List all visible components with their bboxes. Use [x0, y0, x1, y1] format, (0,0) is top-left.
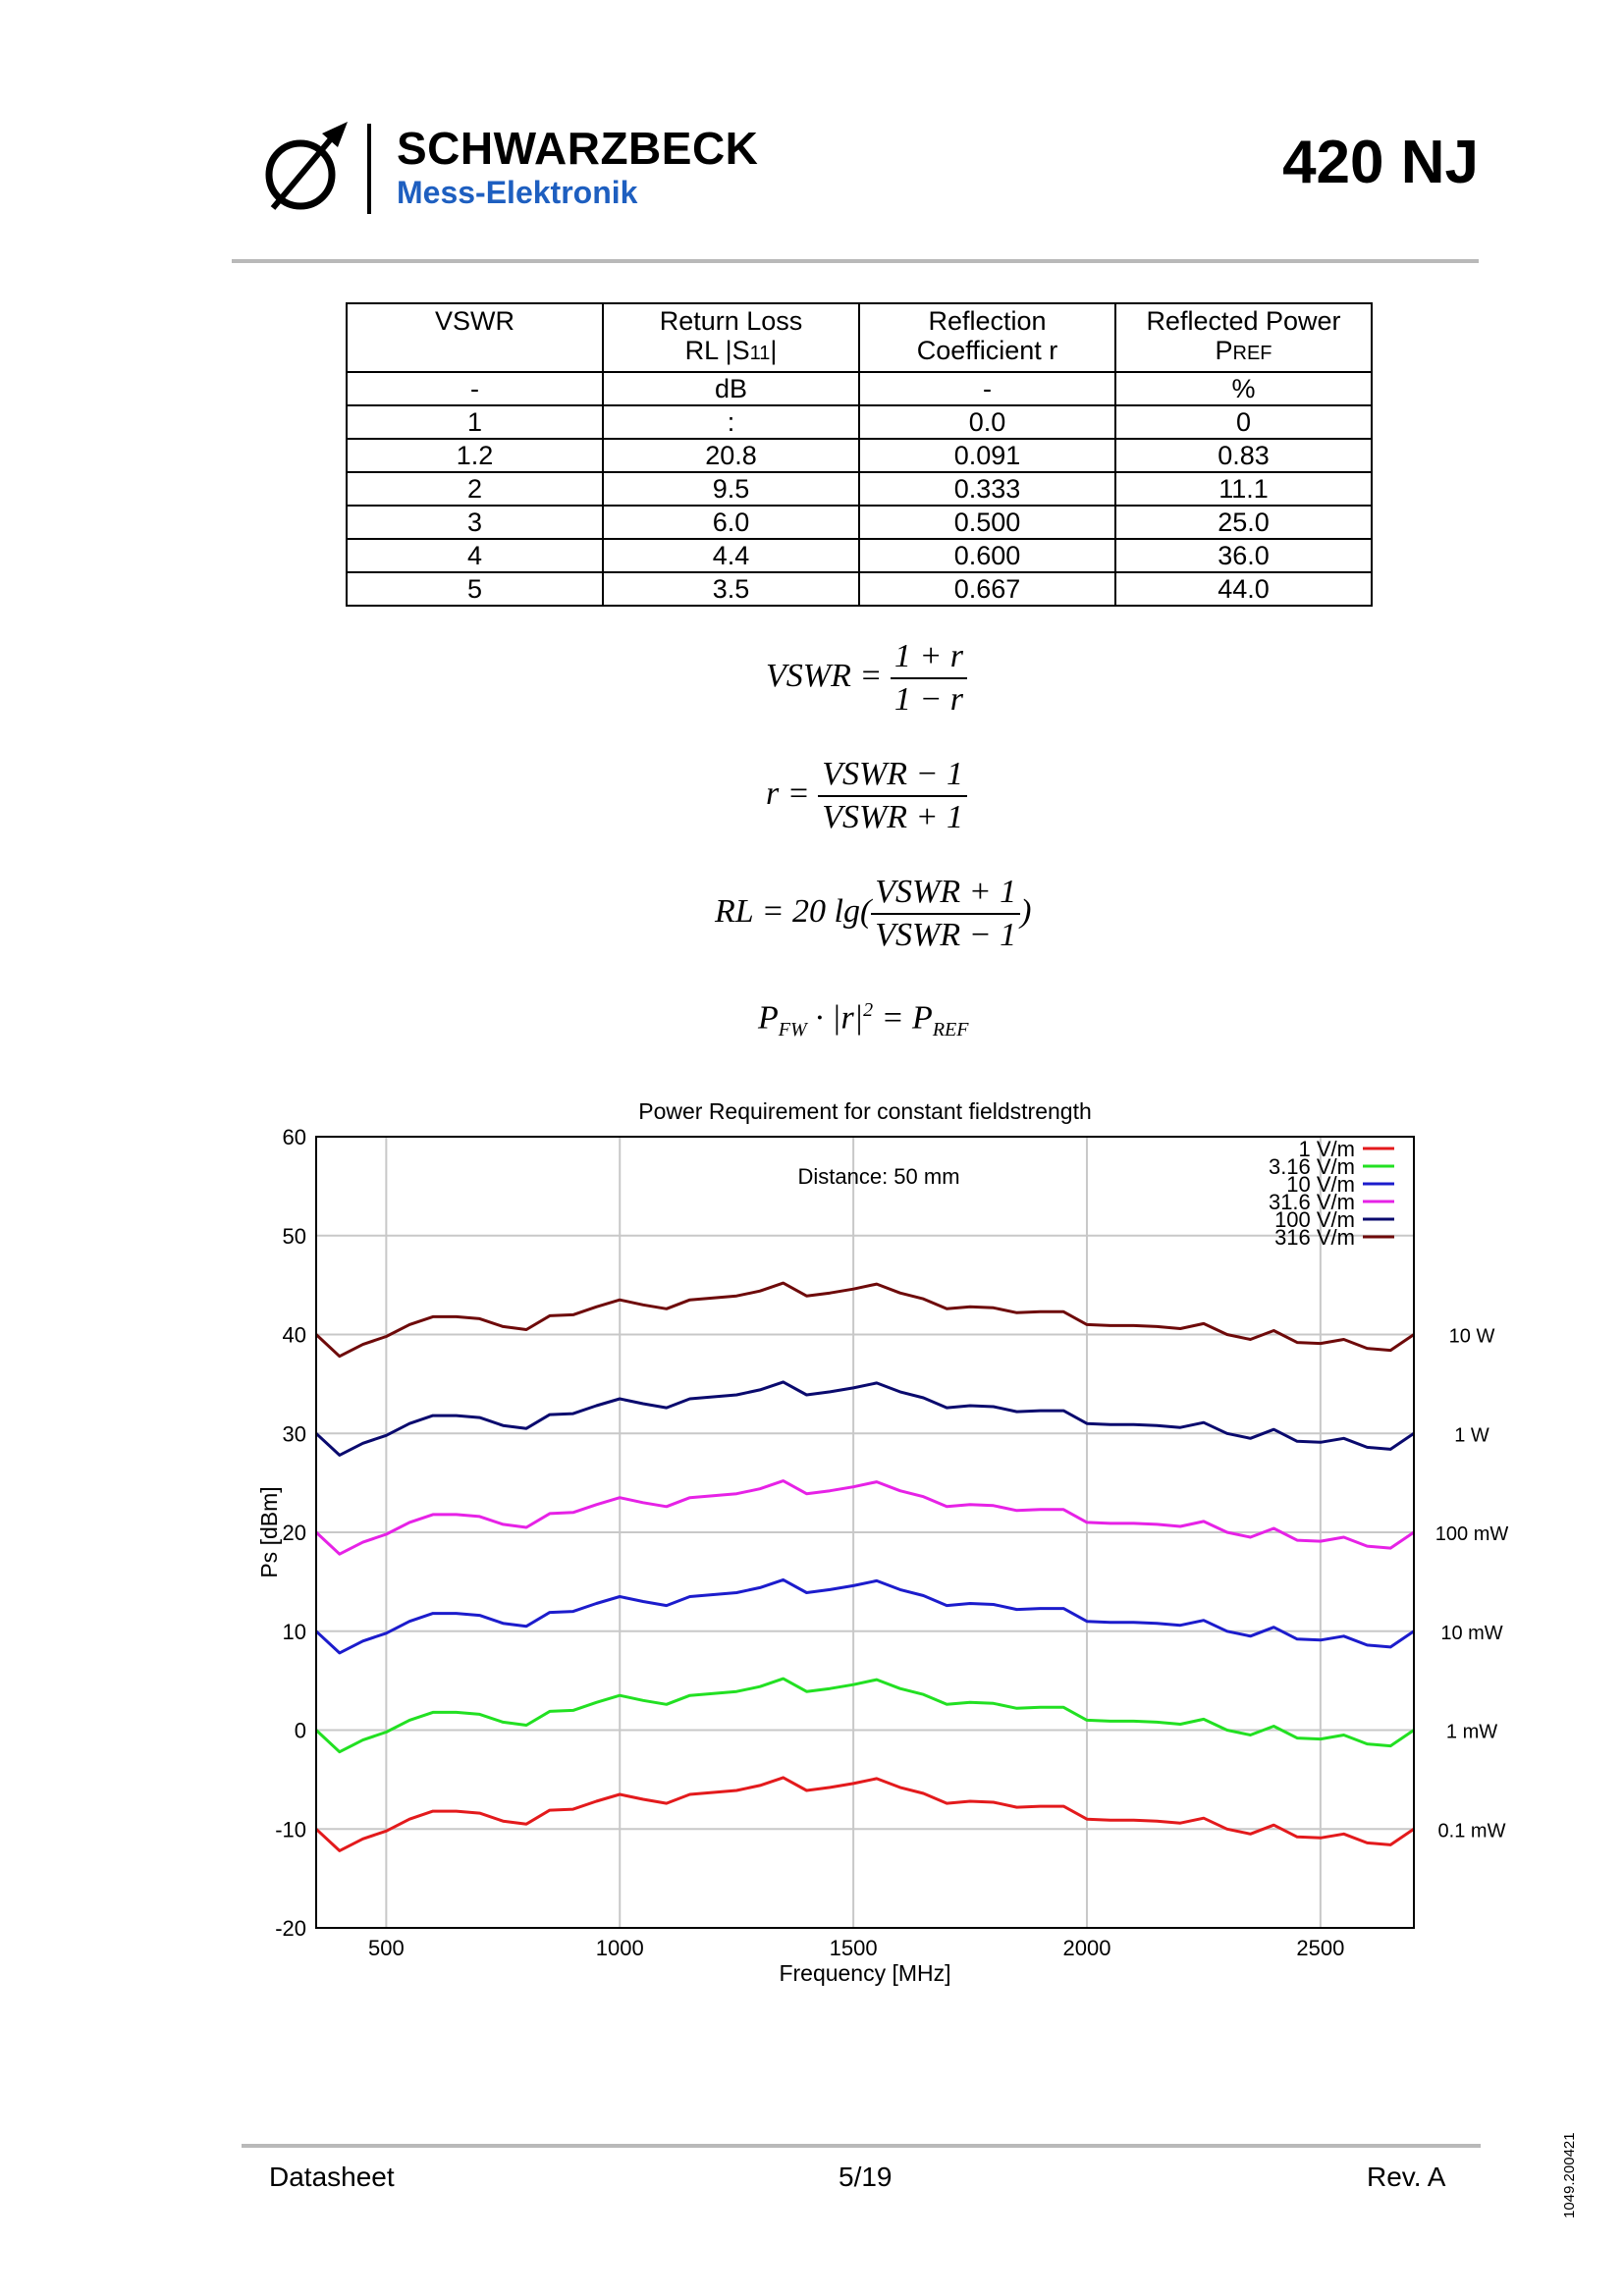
logo-divider — [367, 124, 371, 214]
cell: 0.0 — [858, 404, 1116, 440]
y-tick-label: 40 — [283, 1323, 306, 1348]
series-line-316-v-m — [314, 1281, 1415, 1359]
vswr-table: VSWR Return Loss RL |S11| Reflection Coeff… — [346, 302, 1373, 607]
right-axis-label: 100 mW — [1435, 1523, 1509, 1545]
right-axis-label: 1 mW — [1446, 1722, 1497, 1743]
header-divider — [232, 259, 1479, 263]
cell: 0.667 — [858, 571, 1116, 607]
table-header-row: VSWR Return Loss RL |S11| Reflection Coeff… — [346, 302, 1373, 373]
header-return-loss: Return Loss RL |S11| — [602, 302, 860, 373]
footer-doc-type: Datasheet — [269, 2162, 395, 2192]
formula-reflection-coefficient: r = VSWR − 1 VSWR + 1 — [766, 756, 967, 836]
legend-label: 31.6 V/m — [1269, 1190, 1355, 1214]
y-tick-label: -20 — [275, 1916, 306, 1941]
table-row: 5 3.5 0.667 44.0 — [346, 571, 1373, 607]
footer-page-number: 5/19 — [839, 2162, 893, 2192]
cell: 6.0 — [602, 505, 860, 540]
y-tick-label: 30 — [283, 1421, 306, 1446]
cell: 0.091 — [858, 438, 1116, 473]
cell: 0.500 — [858, 505, 1116, 540]
brand-name: SCHWARZBECK — [397, 123, 759, 174]
brand-subtitle: Mess-Elektronik — [397, 175, 638, 210]
footer-revision: Rev. A — [1367, 2162, 1446, 2192]
schwarzbeck-logo-icon — [265, 122, 348, 210]
legend-label: 316 V/m — [1274, 1225, 1355, 1250]
cell: 0.83 — [1114, 438, 1373, 473]
y-tick-label: 10 — [283, 1620, 306, 1644]
cell: 25.0 — [1114, 505, 1373, 540]
table-units-row: - dB - % — [346, 371, 1373, 406]
series-line-10-v-m — [314, 1577, 1415, 1655]
right-axis-label: 10 W — [1449, 1326, 1495, 1348]
table-row: 1.2 20.8 0.091 0.83 — [346, 438, 1373, 473]
header-reflection-coefficient: Reflection Coefficient r — [858, 302, 1116, 373]
footer-divider — [242, 2144, 1481, 2148]
table-row: 3 6.0 0.500 25.0 — [346, 505, 1373, 540]
x-tick-label: 1500 — [830, 1936, 878, 1960]
x-tick-label: 2000 — [1063, 1936, 1111, 1960]
power-requirement-chart: -20 -10 0 10 20 30 40 50 60 500 1000 1500 2000 2500 10… — [256, 1098, 1509, 1986]
legend-label: 100 V/m — [1274, 1207, 1355, 1232]
cell: 44.0 — [1114, 571, 1373, 607]
cell: 1 — [346, 404, 604, 440]
unit-cell: - — [346, 371, 604, 406]
chart-annotation: Distance: 50 mm — [797, 1164, 959, 1189]
cell: 1.2 — [346, 438, 604, 473]
cell: 0 — [1114, 404, 1373, 440]
cell: 3.5 — [602, 571, 860, 607]
series-line-31-6-v-m — [314, 1479, 1415, 1556]
right-axis-label: 10 mW — [1440, 1623, 1502, 1644]
plot-frame — [315, 1136, 1415, 1929]
cell: 0.600 — [858, 538, 1116, 573]
x-axis-label: Frequency [MHz] — [779, 1960, 950, 1986]
y-tick-label: 60 — [283, 1125, 306, 1149]
legend-label: 10 V/m — [1286, 1172, 1355, 1197]
formula-reflected-power: PFW · |r|2 = PREF — [758, 999, 969, 1041]
table-row: 1:0.0 0 — [346, 404, 1373, 440]
unit-cell: - — [858, 371, 1116, 406]
x-tick-label: 500 — [368, 1936, 405, 1960]
series-line-3-16-v-m — [314, 1677, 1415, 1754]
x-tick-label: 1000 — [596, 1936, 644, 1960]
cell: 2 — [346, 471, 604, 507]
cell: : — [602, 404, 860, 440]
cell: 3 — [346, 505, 604, 540]
legend-label: 3.16 V/m — [1269, 1154, 1355, 1179]
cell: 11.1 — [1114, 471, 1373, 507]
cell: 9.5 — [602, 471, 860, 507]
right-axis-label: 0.1 mW — [1438, 1820, 1506, 1842]
formula-return-loss: RL = 20 lg(VSWR + 1 VSWR − 1) — [715, 874, 1032, 953]
y-tick-label: 0 — [295, 1719, 306, 1743]
cell: 4 — [346, 538, 604, 573]
cell: 20.8 — [602, 438, 860, 473]
y-tick-label: -10 — [275, 1817, 306, 1842]
header-vswr: VSWR — [346, 302, 604, 373]
y-tick-label: 20 — [283, 1521, 306, 1545]
chart-title: Power Requirement for constant fieldstre… — [638, 1098, 1092, 1124]
unit-cell: % — [1114, 371, 1373, 406]
header-reflected-power: Reflected Power PREF — [1114, 302, 1373, 373]
x-tick-label: 2500 — [1296, 1936, 1344, 1960]
table-row: 2 9.5 0.333 11.1 — [346, 471, 1373, 507]
legend-label: 1 V/m — [1299, 1137, 1355, 1161]
y-tick-label: 50 — [283, 1224, 306, 1249]
cell: 0.333 — [858, 471, 1116, 507]
right-axis-label: 1 W — [1454, 1424, 1489, 1446]
series-line-1-v-m — [314, 1776, 1415, 1852]
model-number: 420 NJ — [1282, 129, 1479, 196]
document-code: 1049.200421 — [1561, 2132, 1578, 2218]
series-line-100-v-m — [314, 1380, 1415, 1457]
y-axis-label: Ps [dBm] — [256, 1486, 282, 1577]
cell: 36.0 — [1114, 538, 1373, 573]
unit-cell: dB — [602, 371, 860, 406]
cell: 4.4 — [602, 538, 860, 573]
table-row: 4 4.4 0.600 36.0 — [346, 538, 1373, 573]
cell: 5 — [346, 571, 604, 607]
